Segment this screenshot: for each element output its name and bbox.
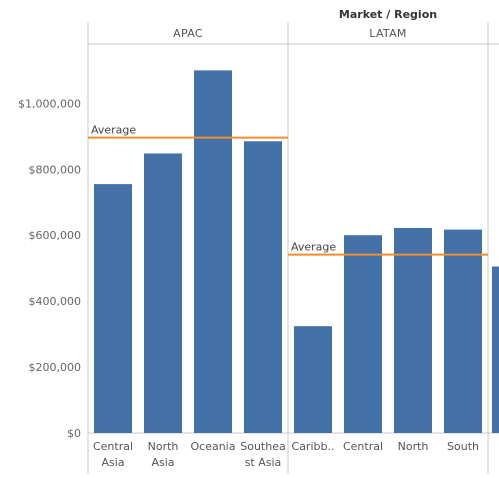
average-label: Average xyxy=(91,124,136,137)
bar[interactable] xyxy=(344,235,382,433)
bar[interactable] xyxy=(444,229,482,433)
bar[interactable] xyxy=(394,227,432,433)
x-tick-label: South xyxy=(447,440,479,453)
y-tick-label: $1,000,000 xyxy=(18,97,81,110)
x-tick-label: Asia xyxy=(101,456,124,469)
x-tick-label: Caribb.. xyxy=(292,440,335,453)
panel-title: LATAM xyxy=(369,27,406,40)
panel-apac: APAC Central Asia North Asia Oceania Southea st… xyxy=(88,22,289,474)
x-tick-label: Southea xyxy=(240,440,285,453)
y-tick-label: $200,000 xyxy=(29,361,82,374)
bar[interactable] xyxy=(244,141,282,433)
chart-header: Market / Region xyxy=(339,8,437,21)
y-tick-label: $400,000 xyxy=(29,295,82,308)
x-tick-label: North xyxy=(398,440,429,453)
y-tick-label: $600,000 xyxy=(29,229,82,242)
bar[interactable] xyxy=(144,153,182,434)
x-tick-label: Central xyxy=(93,440,133,453)
y-tick-label: $800,000 xyxy=(29,163,82,176)
average-label: Average xyxy=(291,241,336,254)
chart-panels: APAC Central Asia North Asia Oceania Southea st… xyxy=(88,22,499,474)
bar[interactable] xyxy=(294,326,332,433)
x-tick-label: North xyxy=(148,440,179,453)
panel-title: APAC xyxy=(173,27,203,40)
bar[interactable] xyxy=(194,70,232,434)
x-tick-label: Central xyxy=(343,440,383,453)
x-tick-label: st Asia xyxy=(245,456,282,469)
y-axis: $0 $200,000 $400,000 $600,000 $800,000 $1,000… xyxy=(18,97,81,440)
x-tick-label: Oceania xyxy=(191,440,236,453)
panel-latam: LATAM Caribb.. Central North South Average xyxy=(288,22,489,474)
y-tick-label: $0 xyxy=(67,427,81,440)
bar[interactable] xyxy=(94,184,132,433)
bar-cropped xyxy=(492,266,499,433)
x-tick-label: Asia xyxy=(151,456,174,469)
